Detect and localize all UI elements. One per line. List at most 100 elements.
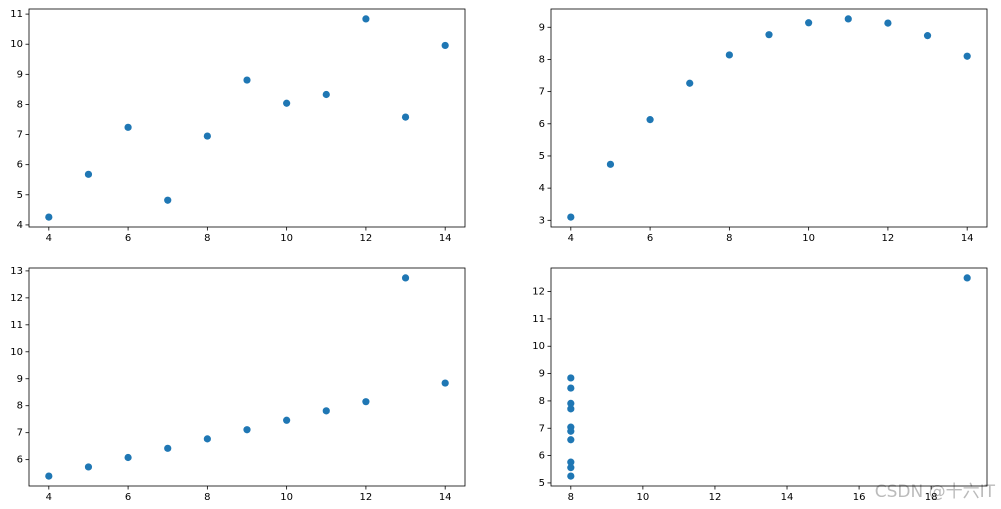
point <box>765 31 773 39</box>
y-tick-label: 6 <box>17 455 23 466</box>
point <box>646 116 654 124</box>
x-tick-label: 12 <box>709 492 722 503</box>
y-tick-label: 11 <box>10 9 23 20</box>
y-tick-label: 7 <box>539 423 545 434</box>
point <box>203 132 211 140</box>
y-tick-label: 8 <box>539 54 545 65</box>
y-tick-label: 5 <box>539 151 545 162</box>
point <box>567 458 575 466</box>
x-tick-label: 16 <box>853 492 866 503</box>
y-tick-label: 8 <box>17 99 23 110</box>
point <box>686 79 694 87</box>
x-tick-label: 8 <box>204 233 210 244</box>
y-tick-label: 12 <box>10 293 23 304</box>
x-tick-label: 14 <box>439 492 452 503</box>
point <box>362 15 370 23</box>
x-tick-label: 10 <box>280 233 293 244</box>
point <box>322 90 330 99</box>
point <box>45 472 53 480</box>
x-tick-label: 6 <box>125 233 131 244</box>
y-tick-label: 10 <box>10 347 23 358</box>
point <box>362 398 370 406</box>
point <box>963 52 971 60</box>
point <box>923 32 932 40</box>
point <box>164 196 172 204</box>
y-tick-label: 9 <box>17 69 23 80</box>
point <box>441 41 449 50</box>
x-tick-label: 12 <box>360 492 373 503</box>
y-tick-label: 5 <box>539 478 545 489</box>
point <box>283 99 291 107</box>
x-tick-label: 14 <box>961 233 974 244</box>
x-tick-label: 6 <box>647 233 653 244</box>
point <box>884 19 892 27</box>
x-tick-label: 14 <box>439 233 452 244</box>
point <box>84 463 93 471</box>
x-tick-label: 12 <box>882 233 895 244</box>
y-tick-label: 7 <box>17 428 23 439</box>
axes-frame <box>550 267 988 487</box>
point <box>567 427 575 435</box>
y-tick-label: 5 <box>17 190 23 201</box>
point <box>567 436 575 444</box>
x-tick-label: 10 <box>802 233 815 244</box>
point <box>243 76 251 84</box>
point <box>567 472 575 480</box>
y-tick-label: 9 <box>539 369 545 380</box>
point <box>567 464 575 472</box>
x-tick-label: 18 <box>925 492 938 503</box>
y-tick-label: 8 <box>539 396 545 407</box>
y-tick-label: 9 <box>539 22 545 33</box>
point <box>567 374 575 382</box>
point <box>725 51 733 59</box>
point <box>441 379 449 387</box>
point <box>45 213 53 221</box>
y-tick-label: 6 <box>539 451 545 462</box>
point <box>567 405 575 413</box>
y-tick-label: 12 <box>532 287 545 298</box>
point <box>124 453 132 462</box>
y-tick-label: 6 <box>539 119 545 130</box>
x-tick-label: 8 <box>204 492 210 503</box>
y-tick-label: 7 <box>17 130 23 141</box>
point <box>805 19 813 27</box>
x-tick-label: 4 <box>46 492 52 503</box>
point <box>243 426 251 434</box>
point <box>283 416 291 424</box>
point <box>567 384 575 392</box>
x-tick-label: 14 <box>781 492 794 503</box>
point <box>567 213 575 221</box>
y-tick-label: 11 <box>10 320 23 331</box>
point <box>401 274 410 282</box>
point <box>322 407 330 415</box>
point <box>164 444 172 452</box>
x-tick-label: 4 <box>568 233 574 244</box>
y-tick-label: 13 <box>10 266 23 277</box>
x-tick-label: 8 <box>568 492 574 503</box>
y-tick-label: 4 <box>539 183 545 194</box>
point <box>567 399 575 407</box>
y-tick-label: 8 <box>17 401 23 412</box>
x-tick-label: 6 <box>125 492 131 503</box>
axes-frame <box>28 8 466 228</box>
y-tick-label: 11 <box>532 314 545 325</box>
point <box>963 274 971 282</box>
point <box>606 160 615 168</box>
y-tick-label: 9 <box>17 374 23 385</box>
axes-frame <box>28 267 466 487</box>
x-tick-label: 10 <box>280 492 293 503</box>
y-tick-label: 3 <box>539 215 545 226</box>
point <box>84 170 93 178</box>
y-tick-label: 4 <box>17 220 23 231</box>
watermark: CSDN @十六IT <box>875 482 996 502</box>
point <box>203 435 211 443</box>
point <box>401 113 410 121</box>
x-tick-label: 4 <box>46 233 52 244</box>
point <box>844 15 852 23</box>
axes-frame <box>550 8 988 228</box>
x-tick-label: 8 <box>726 233 732 244</box>
y-tick-label: 6 <box>17 160 23 171</box>
y-tick-label: 10 <box>10 39 23 50</box>
y-tick-label: 10 <box>532 341 545 352</box>
